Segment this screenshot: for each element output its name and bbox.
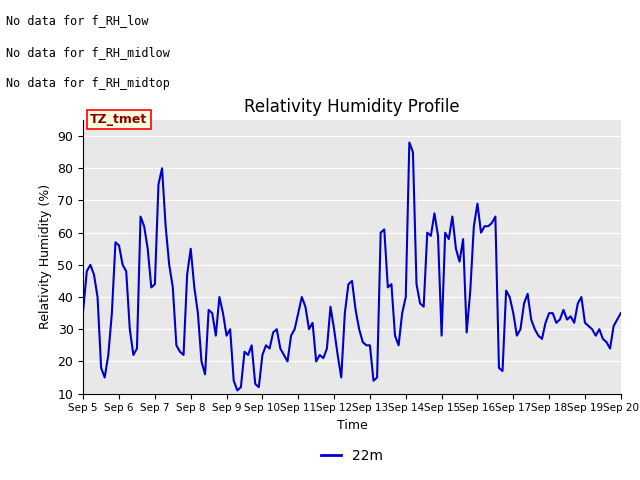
X-axis label: Time: Time: [337, 419, 367, 432]
Text: No data for f_RH_low: No data for f_RH_low: [6, 14, 149, 27]
Legend: 22m: 22m: [315, 443, 389, 468]
Text: No data for f_RH_midtop: No data for f_RH_midtop: [6, 77, 170, 90]
Text: No data for f_RH_midlow: No data for f_RH_midlow: [6, 46, 170, 59]
Title: Relativity Humidity Profile: Relativity Humidity Profile: [244, 97, 460, 116]
Text: TZ_tmet: TZ_tmet: [90, 113, 147, 126]
Y-axis label: Relativity Humidity (%): Relativity Humidity (%): [39, 184, 52, 329]
